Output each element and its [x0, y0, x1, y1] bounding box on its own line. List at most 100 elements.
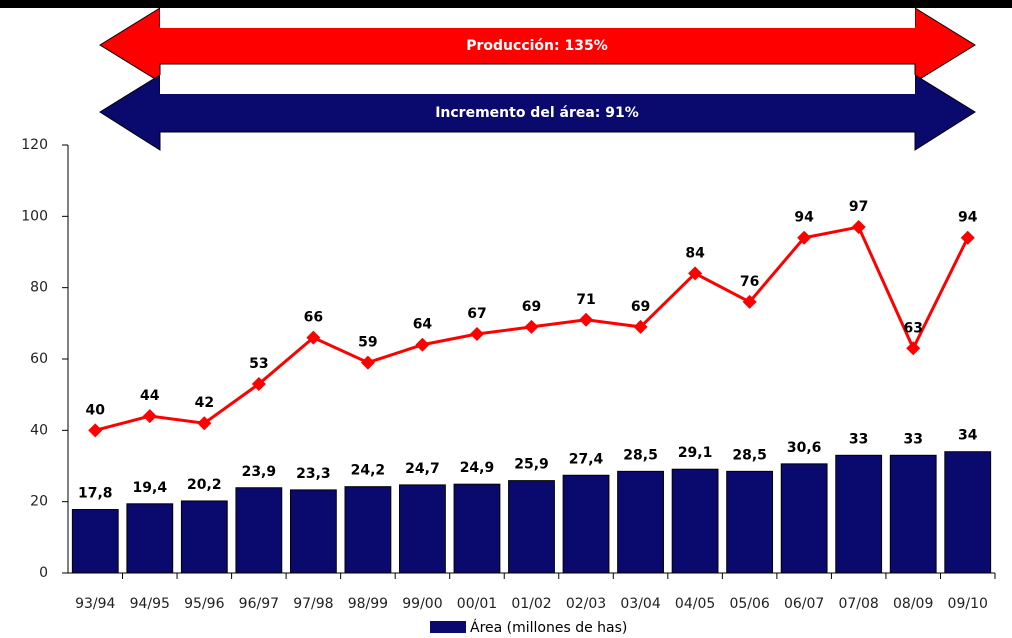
- bar-label: 29,1: [678, 445, 713, 461]
- bar-label: 27,4: [569, 451, 604, 467]
- x-tick-label: 98/99: [348, 596, 388, 612]
- point-label: 76: [740, 274, 759, 290]
- x-tick-label: 01/02: [511, 596, 551, 612]
- point: [142, 409, 157, 424]
- bar: [726, 470, 774, 574]
- bar-label: 33: [903, 431, 922, 447]
- point: [851, 220, 866, 235]
- bar: [126, 503, 174, 574]
- bar-label: 24,2: [351, 463, 386, 479]
- point-label: 63: [903, 320, 922, 336]
- area-text: Incremento del área: 91%: [435, 105, 639, 121]
- bar: [399, 484, 446, 574]
- x-tick-label: 08/09: [893, 596, 933, 612]
- bar: [235, 487, 283, 574]
- production-text: Producción: 135%: [466, 38, 607, 54]
- bar: [71, 509, 119, 574]
- x-tick-label: 06/07: [784, 596, 824, 612]
- bar: [617, 470, 664, 574]
- x-tick-label: 96/97: [239, 596, 279, 612]
- bar-label: 28,5: [732, 447, 767, 463]
- point-label: 94: [794, 210, 814, 226]
- x-tick-label: 00/01: [457, 596, 497, 612]
- bar-label: 23,9: [242, 464, 277, 480]
- bar: [289, 489, 337, 574]
- bar-label: 19,4: [133, 480, 168, 496]
- y-tick-label: 100: [21, 208, 48, 224]
- point: [906, 341, 921, 356]
- x-tick-label: 95/96: [184, 596, 224, 612]
- point-label: 97: [849, 199, 868, 215]
- y-tick-label: 40: [30, 422, 48, 438]
- point: [742, 294, 757, 309]
- point-label: 94: [958, 210, 978, 226]
- point-label: 42: [195, 395, 214, 411]
- point-label: 67: [467, 306, 486, 322]
- x-tick-label: 97/98: [293, 596, 333, 612]
- point: [306, 330, 321, 345]
- point-label: 44: [140, 388, 160, 404]
- point-label: 84: [685, 245, 705, 261]
- legend-swatch: [430, 621, 466, 633]
- point-label: 69: [522, 299, 541, 315]
- top-band: [0, 0, 1012, 8]
- x-tick-label: 09/10: [948, 596, 988, 612]
- bar: [180, 500, 228, 574]
- point-label: 59: [358, 335, 377, 351]
- bar: [453, 483, 501, 574]
- x-tick-label: 04/05: [675, 596, 715, 612]
- bar: [508, 480, 555, 574]
- bar-label: 34: [958, 428, 978, 444]
- x-tick-label: 07/08: [838, 596, 878, 612]
- point: [88, 423, 103, 438]
- x-tick-label: 03/04: [620, 596, 660, 612]
- point-label: 66: [304, 310, 323, 326]
- bar: [835, 454, 883, 574]
- point: [469, 327, 484, 342]
- legend-label: Área (millones de has): [470, 619, 627, 636]
- x-tick-label: 05/06: [729, 596, 769, 612]
- bar: [671, 468, 719, 574]
- y-tick-label: 20: [30, 494, 48, 510]
- point-label: 40: [86, 402, 106, 418]
- bar-label: 28,5: [623, 447, 658, 463]
- y-tick-label: 120: [21, 137, 48, 153]
- point: [197, 416, 212, 431]
- point-label: 69: [631, 299, 650, 315]
- bar: [889, 454, 937, 574]
- arrow-strip: [160, 8, 915, 28]
- bar: [562, 474, 610, 574]
- bar-label: 17,8: [78, 486, 113, 502]
- y-tick-label: 0: [39, 565, 48, 581]
- point: [251, 376, 266, 391]
- bar-label: 23,3: [296, 466, 331, 482]
- bar-label: 25,9: [514, 457, 549, 473]
- point: [579, 312, 594, 327]
- y-tick-label: 60: [30, 351, 48, 367]
- point-label: 53: [249, 356, 268, 372]
- point: [415, 337, 430, 352]
- bar: [780, 463, 828, 574]
- arrow-strip: [160, 75, 915, 94]
- bar-label: 20,2: [187, 477, 222, 493]
- x-tick-label: 02/03: [566, 596, 606, 612]
- point-label: 64: [413, 317, 433, 333]
- point: [688, 266, 703, 281]
- point: [960, 230, 975, 245]
- bar: [944, 451, 992, 574]
- point: [524, 319, 539, 334]
- point-label: 71: [576, 292, 595, 308]
- y-tick-label: 80: [30, 280, 48, 296]
- bar: [344, 486, 392, 574]
- x-tick-label: 94/95: [130, 596, 170, 612]
- point: [633, 319, 648, 334]
- point: [797, 230, 812, 245]
- point: [360, 355, 375, 370]
- bar-label: 24,9: [460, 460, 495, 476]
- x-tick-label: 99/00: [402, 596, 442, 612]
- bar-label: 33: [849, 431, 868, 447]
- x-tick-label: 93/94: [75, 596, 115, 612]
- bar-label: 24,7: [405, 461, 440, 477]
- bar-label: 30,6: [787, 440, 822, 456]
